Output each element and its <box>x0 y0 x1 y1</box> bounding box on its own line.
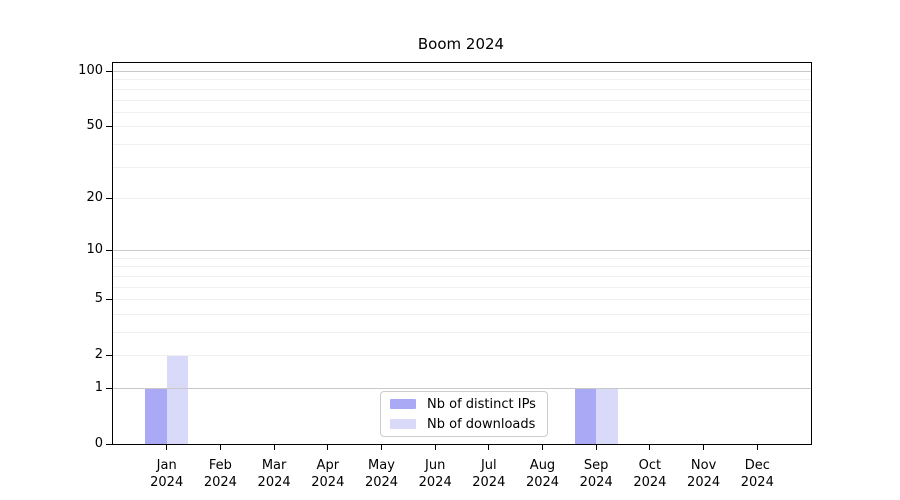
y-tick-mark-20 <box>106 197 112 199</box>
x-tick-label-jun: Jun 2024 <box>403 457 467 491</box>
y-tick-mark-5 <box>106 299 112 301</box>
y-tick-mark-100 <box>106 71 112 72</box>
x-tick-year: 2024 <box>633 475 667 490</box>
bar-distinct-ips-jan <box>145 388 167 444</box>
x-tick-label-oct: Oct 2024 <box>618 457 682 491</box>
x-tick-month: Jul <box>480 458 497 473</box>
x-tick-year: 2024 <box>472 475 506 490</box>
x-tick-year: 2024 <box>364 475 399 490</box>
x-tick-label-sep: Sep 2024 <box>564 457 628 491</box>
x-tick-mark-mar <box>273 444 275 450</box>
legend-item-downloads: Nb of downloads <box>390 417 538 432</box>
x-tick-label-aug: Aug 2024 <box>511 457 575 491</box>
bars-layer <box>113 63 811 444</box>
x-tick-month: Apr <box>316 458 340 473</box>
legend-label-downloads: Nb of downloads <box>427 416 536 432</box>
x-tick-mark-jan <box>166 444 168 450</box>
y-tick-label-10: 10 <box>86 242 103 258</box>
y-tick-mark-1 <box>106 388 112 389</box>
ticks-layer: 0 1 2 5 10 20 50 100 Jan 2024 Feb 2024 Mar 2024 Apr 202… <box>78 63 811 490</box>
x-tick-year: 2024 <box>257 475 291 490</box>
x-tick-year: 2024 <box>311 475 345 490</box>
x-tick-mark-oct <box>649 444 651 450</box>
x-tick-month: Jun <box>425 458 446 473</box>
x-tick-label-feb: Feb 2024 <box>188 457 252 491</box>
bar-distinct-ips-sep <box>574 388 597 444</box>
x-tick-label-jul: Jul 2024 <box>457 457 521 491</box>
x-tick-mark-nov <box>703 444 705 450</box>
x-tick-month: Oct <box>638 458 662 473</box>
x-tick-mark-jun <box>434 444 436 450</box>
y-tick-mark-2 <box>106 355 112 357</box>
x-tick-mark-aug <box>542 444 543 450</box>
x-tick-month: Jan <box>156 458 177 473</box>
x-tick-year: 2024 <box>418 475 452 490</box>
y-tick-label-2: 2 <box>94 347 103 363</box>
x-tick-mark-feb <box>219 444 221 450</box>
plot-area: 0 1 2 5 10 20 50 100 Jan 2024 Feb 2024 Mar 2024 Apr 202… <box>78 62 812 490</box>
x-tick-label-mar: Mar 2024 <box>242 457 306 491</box>
x-tick-mark-may <box>381 444 382 450</box>
bar-downloads-jan <box>166 355 189 444</box>
x-tick-month: May <box>368 458 395 473</box>
y-tick-label-20: 20 <box>86 189 103 205</box>
y-tick-label-100: 100 <box>78 63 103 78</box>
x-tick-mark-jul <box>488 444 490 450</box>
y-tick-mark-50 <box>106 126 112 128</box>
x-tick-month: Dec <box>744 458 770 473</box>
x-tick-year: 2024 <box>525 475 560 490</box>
y-tick-label-1: 1 <box>94 380 103 395</box>
y-tick-label-5: 5 <box>94 291 103 307</box>
x-tick-year: 2024 <box>740 475 774 490</box>
x-tick-year: 2024 <box>150 475 184 490</box>
x-tick-label-may: May 2024 <box>350 457 414 491</box>
x-tick-year: 2024 <box>203 475 237 490</box>
x-tick-label-nov: Nov 2024 <box>672 457 736 491</box>
x-tick-month: Feb <box>208 458 232 473</box>
x-tick-label-dec: Dec 2024 <box>725 457 789 491</box>
x-tick-month: Mar <box>261 458 287 473</box>
legend-swatch-distinct-ips <box>390 399 416 409</box>
legend: Nb of distinct IPs Nb of downloads <box>380 391 548 437</box>
legend-label-distinct-ips: Nb of distinct IPs <box>427 396 536 412</box>
x-tick-label-apr: Apr 2024 <box>296 457 360 491</box>
x-tick-year: 2024 <box>579 475 613 490</box>
x-tick-month: Sep <box>583 458 609 473</box>
x-tick-label-jan: Jan 2024 <box>135 457 199 491</box>
y-tick-label-50: 50 <box>86 118 103 134</box>
x-tick-mark-apr <box>327 444 329 450</box>
bar-downloads-sep <box>596 388 618 444</box>
chart-title: Boom 2024 <box>417 35 505 53</box>
legend-item-distinct-ips: Nb of distinct IPs <box>390 397 538 412</box>
y-tick-mark-0 <box>106 444 112 445</box>
x-tick-month: Nov <box>690 458 717 473</box>
x-tick-year: 2024 <box>687 475 721 490</box>
x-tick-month: Aug <box>529 458 556 473</box>
y-tick-label-0: 0 <box>94 436 103 451</box>
y-tick-mark-10 <box>106 250 112 252</box>
x-tick-mark-dec <box>756 444 758 450</box>
x-tick-mark-sep <box>595 444 597 450</box>
legend-swatch-downloads <box>390 419 416 429</box>
